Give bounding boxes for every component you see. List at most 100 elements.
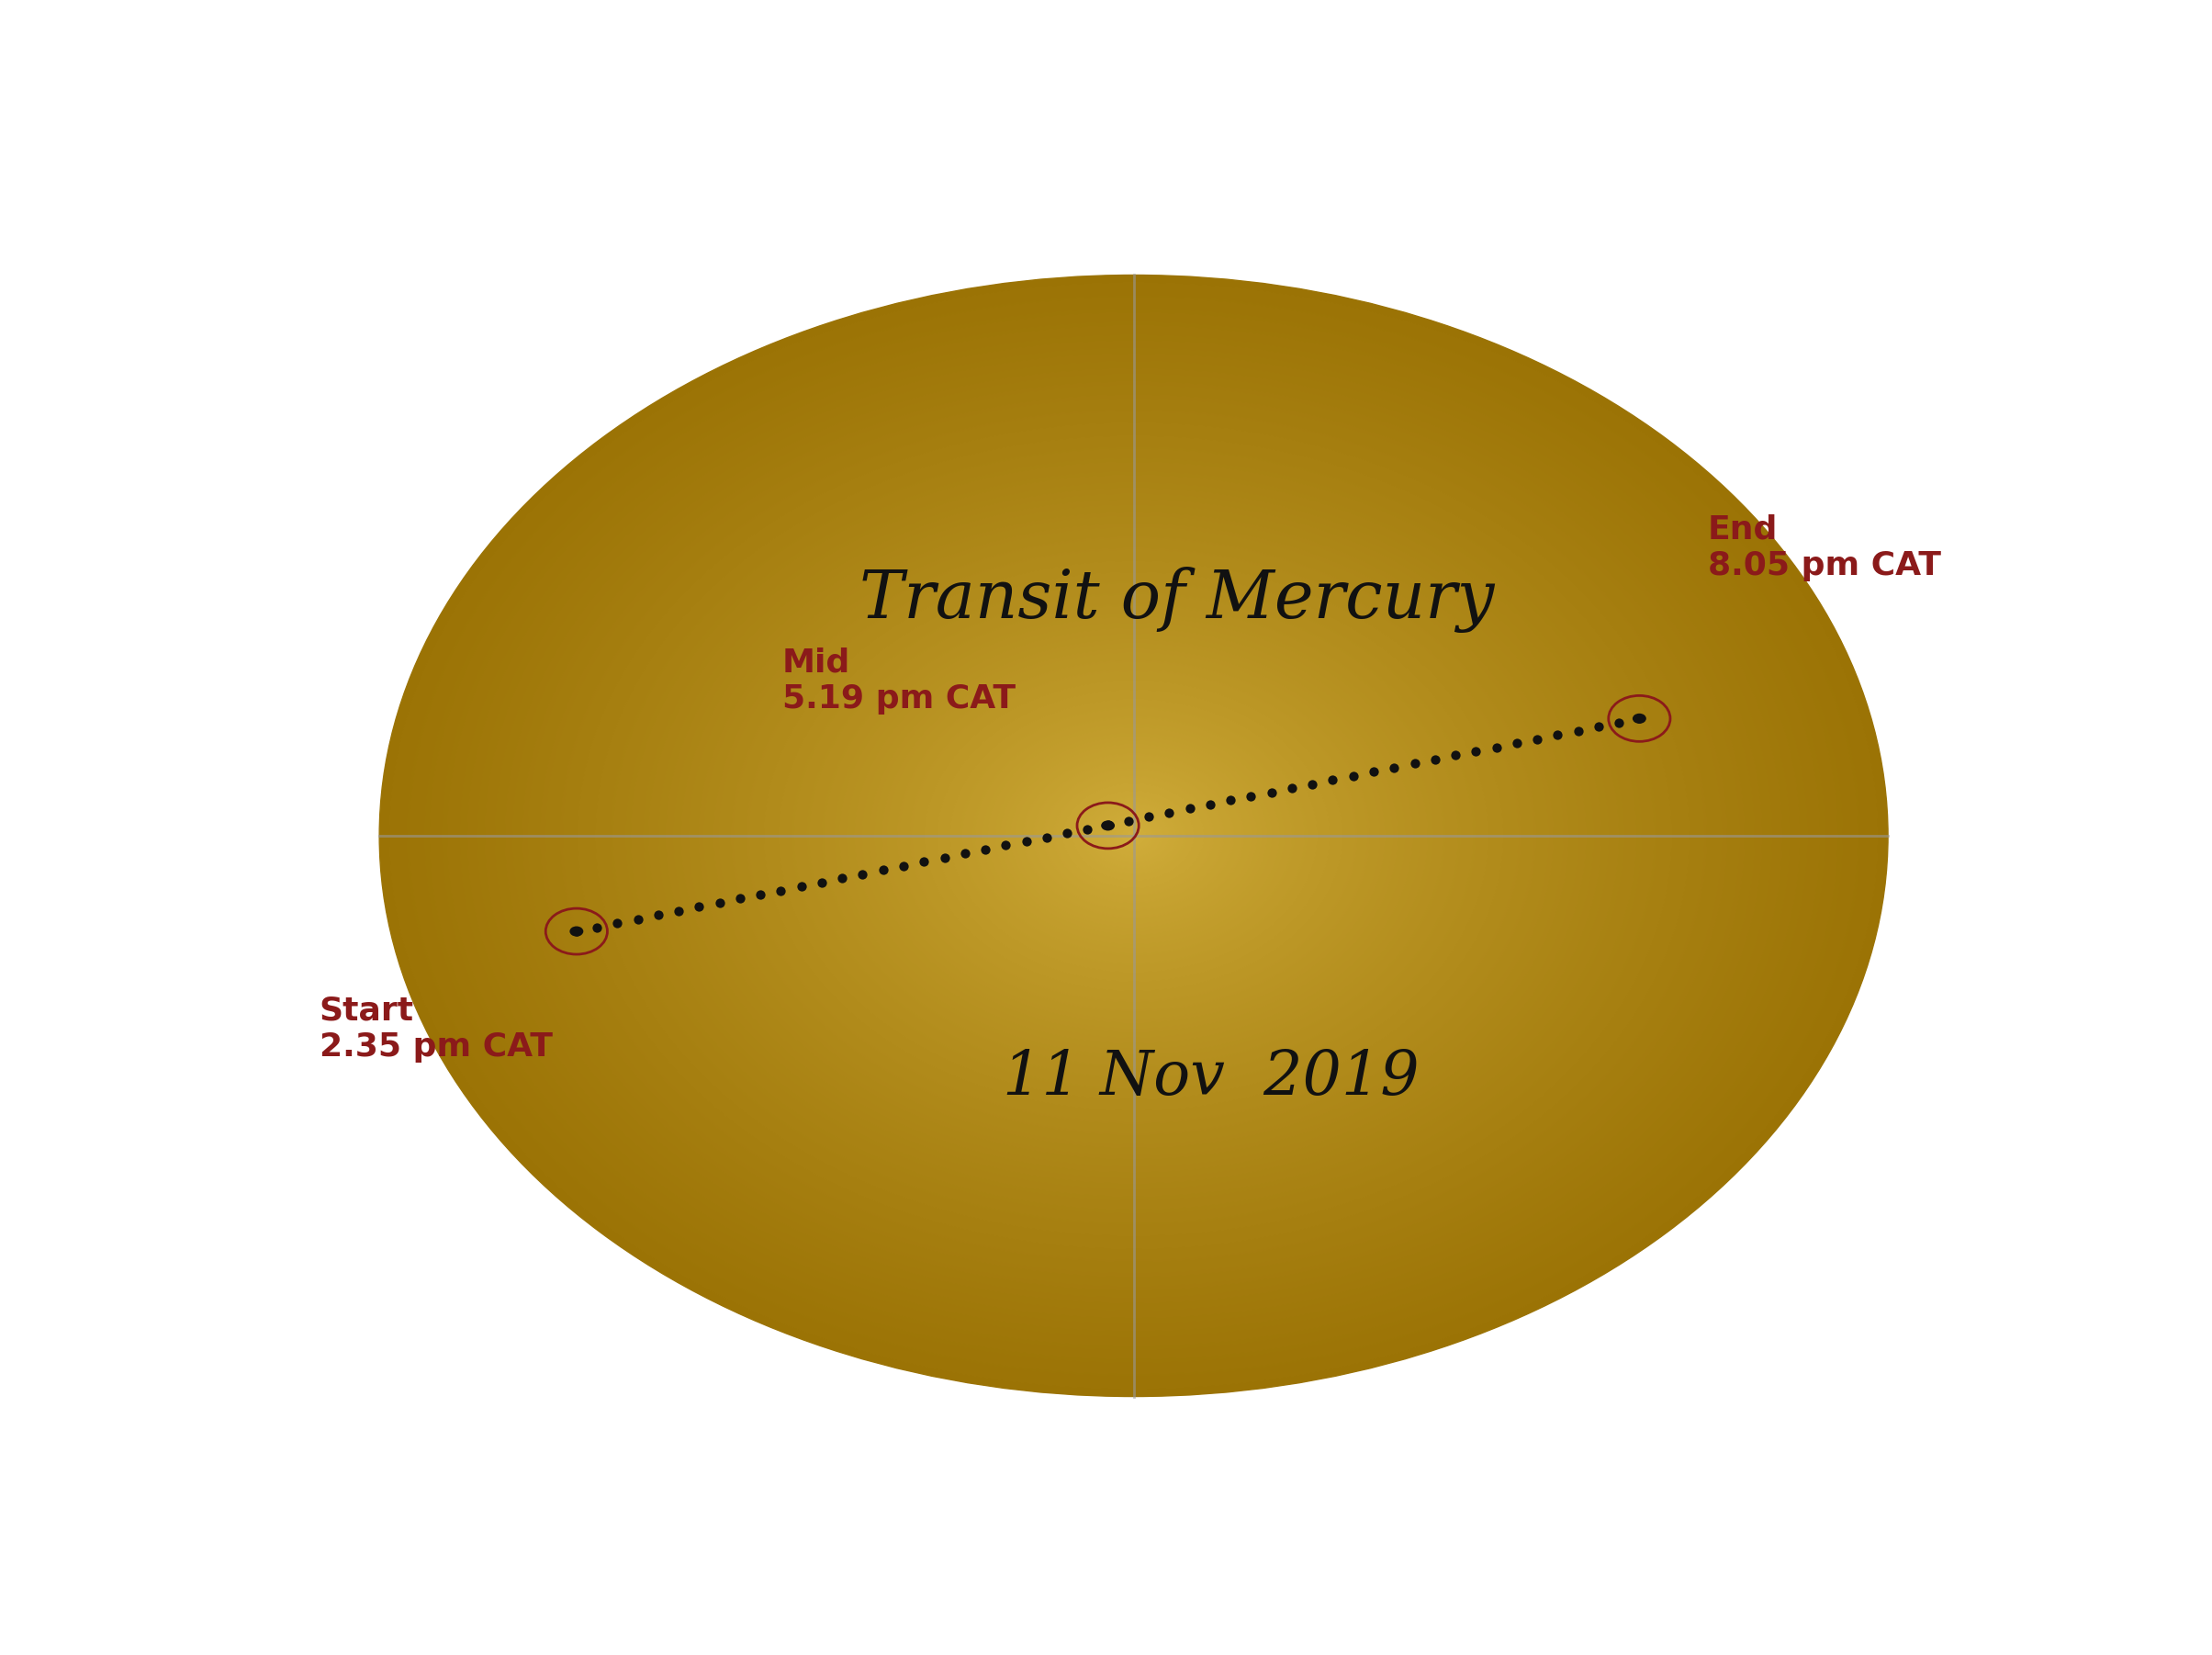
Circle shape: [659, 483, 1608, 1188]
Point: [845, 861, 880, 887]
Circle shape: [482, 353, 1785, 1319]
Circle shape: [757, 556, 1511, 1115]
Point: [1254, 780, 1290, 806]
Circle shape: [787, 578, 1480, 1094]
Circle shape: [644, 472, 1624, 1200]
Point: [805, 869, 841, 895]
Point: [681, 894, 717, 920]
Circle shape: [792, 581, 1475, 1091]
Text: 11 Nov  2019: 11 Nov 2019: [1002, 1048, 1420, 1107]
Circle shape: [971, 715, 1296, 957]
Circle shape: [1117, 823, 1150, 849]
Point: [701, 889, 737, 915]
Circle shape: [869, 639, 1398, 1033]
Circle shape: [699, 513, 1568, 1158]
Circle shape: [633, 463, 1635, 1208]
Circle shape: [438, 318, 1829, 1354]
Circle shape: [493, 359, 1774, 1312]
Circle shape: [984, 725, 1283, 947]
Circle shape: [790, 579, 1478, 1092]
Circle shape: [542, 397, 1725, 1274]
Circle shape: [469, 343, 1798, 1329]
Circle shape: [927, 682, 1340, 990]
Circle shape: [531, 387, 1736, 1284]
Circle shape: [916, 674, 1352, 998]
Point: [885, 852, 920, 879]
Point: [865, 857, 900, 884]
Circle shape: [549, 401, 1719, 1271]
Point: [1540, 722, 1575, 748]
Circle shape: [752, 551, 1515, 1120]
Circle shape: [883, 649, 1385, 1023]
Circle shape: [646, 473, 1621, 1198]
Circle shape: [956, 703, 1312, 968]
Circle shape: [1062, 781, 1206, 890]
Circle shape: [681, 500, 1586, 1172]
Circle shape: [1106, 816, 1161, 856]
Circle shape: [1040, 766, 1228, 905]
Circle shape: [546, 399, 1721, 1273]
Point: [661, 897, 697, 923]
Point: [1316, 766, 1352, 793]
Circle shape: [604, 442, 1663, 1230]
Circle shape: [1126, 831, 1141, 841]
Point: [619, 905, 655, 932]
Point: [1396, 750, 1431, 776]
Circle shape: [1077, 794, 1190, 877]
Circle shape: [617, 452, 1650, 1220]
Circle shape: [942, 693, 1325, 978]
Circle shape: [476, 346, 1792, 1326]
Circle shape: [422, 306, 1845, 1365]
Point: [1048, 819, 1084, 846]
Circle shape: [573, 419, 1694, 1253]
Circle shape: [1022, 753, 1245, 919]
Circle shape: [1128, 832, 1139, 839]
Circle shape: [1110, 819, 1157, 852]
Circle shape: [522, 382, 1745, 1289]
Circle shape: [719, 528, 1548, 1144]
Circle shape: [584, 427, 1683, 1245]
Circle shape: [1020, 751, 1248, 920]
Circle shape: [1013, 746, 1254, 925]
Point: [1110, 808, 1146, 834]
Circle shape: [807, 592, 1460, 1079]
Point: [763, 877, 799, 904]
Circle shape: [684, 501, 1584, 1170]
Point: [1071, 816, 1106, 842]
Point: [1192, 791, 1228, 818]
Circle shape: [697, 510, 1571, 1162]
Circle shape: [611, 447, 1657, 1225]
Circle shape: [414, 301, 1854, 1370]
Circle shape: [478, 348, 1790, 1324]
Circle shape: [922, 679, 1345, 993]
Circle shape: [657, 480, 1610, 1192]
Circle shape: [1009, 743, 1259, 928]
Circle shape: [403, 291, 1865, 1380]
Circle shape: [518, 377, 1750, 1294]
Circle shape: [666, 488, 1601, 1183]
Circle shape: [741, 544, 1526, 1127]
Point: [1500, 730, 1535, 756]
Point: [1152, 799, 1188, 826]
Circle shape: [905, 665, 1363, 1006]
Circle shape: [465, 339, 1803, 1332]
Circle shape: [648, 475, 1619, 1197]
Circle shape: [962, 708, 1305, 963]
Circle shape: [776, 571, 1491, 1101]
Circle shape: [714, 523, 1553, 1149]
Circle shape: [487, 356, 1781, 1316]
Circle shape: [566, 414, 1701, 1258]
Circle shape: [900, 662, 1367, 1010]
Circle shape: [593, 434, 1674, 1238]
Circle shape: [801, 589, 1467, 1082]
Circle shape: [902, 664, 1365, 1008]
Circle shape: [591, 432, 1677, 1240]
Circle shape: [679, 498, 1588, 1173]
Circle shape: [967, 712, 1301, 960]
Circle shape: [1632, 713, 1646, 723]
Circle shape: [451, 329, 1816, 1342]
Circle shape: [843, 619, 1425, 1053]
Circle shape: [392, 285, 1876, 1387]
Circle shape: [953, 702, 1314, 970]
Circle shape: [810, 594, 1458, 1077]
